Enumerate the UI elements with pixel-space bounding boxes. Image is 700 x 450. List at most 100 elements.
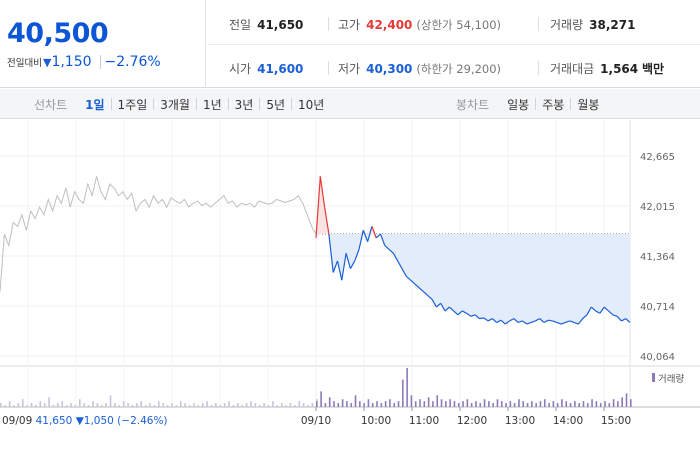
today-series-segment (371, 226, 377, 239)
today-series-segment (573, 321, 579, 325)
volume-bar (96, 403, 99, 407)
volume-bar (241, 405, 243, 407)
volume-bar (184, 403, 186, 407)
volume-bar (263, 403, 265, 407)
volume-bar (114, 403, 116, 407)
stat-label: 시가 (229, 62, 252, 76)
volume-bar (311, 403, 314, 407)
today-series-segment (440, 302, 446, 312)
tab-5y[interactable]: 5년 (266, 97, 286, 112)
today-series-segment (522, 320, 528, 325)
divider (328, 17, 329, 31)
prev-day-label-part: 41,650 (32, 415, 75, 427)
intraday-chart[interactable]: 42,665 42,015 41,364 40,714 40,064 09/10 10:00… (0, 120, 700, 450)
volume-bar (354, 395, 357, 407)
volume-bar (316, 401, 318, 407)
volume-bar (109, 395, 112, 407)
stat-value: 41,600 (257, 62, 304, 76)
y-tick-label: 42,665 (640, 152, 675, 163)
today-series-segment (586, 306, 592, 316)
today-series-segment (552, 320, 558, 324)
today-series-segment (379, 233, 386, 246)
stat-volume: 거래량 38,271 (550, 16, 635, 33)
diff-value: 1,150 (51, 54, 92, 70)
today-series-segment (362, 229, 369, 242)
tab-10y[interactable]: 10년 (298, 97, 325, 112)
tab-3m[interactable]: 3개월 (160, 97, 190, 112)
volume-bar (57, 403, 59, 407)
quote-header: 40,500 전일대비 ▼ 1,150 −2.76% 전일 41,650 고가 42… (0, 0, 700, 88)
tab-3y[interactable]: 3년 (234, 97, 254, 112)
volume-bar (531, 401, 533, 407)
volume-bar (272, 401, 274, 407)
tab-weekly[interactable]: 주봉 (542, 97, 565, 112)
down-arrow-icon: ▼ (42, 55, 52, 69)
volume-bar (427, 397, 430, 407)
volume-bar (341, 399, 344, 407)
divider (99, 55, 101, 69)
volume-bar (79, 399, 81, 407)
today-series-segment (410, 279, 416, 285)
volume-bar (83, 403, 85, 407)
volume-bar (298, 401, 301, 407)
volume-bar (175, 405, 178, 407)
stat-open: 시가 41,600 (229, 60, 303, 77)
volume-bar (526, 403, 529, 407)
volume-bar (92, 401, 94, 407)
today-series-segment (436, 302, 442, 308)
stat-value: 40,300 (366, 62, 413, 76)
today-series-segment (401, 268, 407, 277)
x-tick-label: 09/10 (301, 415, 331, 427)
y-tick-label: 40,064 (640, 352, 675, 363)
volume-bar (280, 403, 283, 407)
tab-1d[interactable]: 1일 (85, 97, 105, 112)
today-series-segment (500, 319, 506, 325)
volume-bar (201, 403, 204, 407)
volume-bar (462, 401, 464, 407)
today-series-segment (324, 207, 330, 235)
volume-bar (367, 399, 370, 407)
today-series-segment (556, 321, 562, 325)
volume-bar (131, 405, 134, 407)
candle-chart-tabs: 봉차트 일봉 주봉 월봉 (456, 89, 605, 119)
price-box: 40,500 전일대비 ▼ 1,150 −2.76% (0, 0, 206, 88)
volume-bar (324, 403, 327, 407)
today-series-segment (418, 287, 424, 293)
today-series-segment (423, 291, 429, 297)
stat-amount: 거래대금 1,564 백만 (550, 60, 664, 77)
volume-bar (604, 401, 606, 407)
stat-label: 전일 (229, 18, 252, 32)
volume-bar (539, 401, 542, 407)
volume-bar (496, 399, 499, 407)
current-price: 40,500 (7, 18, 109, 49)
volume-bar (470, 403, 473, 407)
stat-unit: 백만 (641, 62, 665, 76)
x-tick-label: 12:00 (457, 415, 487, 427)
stat-prev-close: 전일 41,650 (229, 16, 303, 33)
today-series-segment (397, 260, 403, 269)
volume-bar (591, 399, 593, 407)
tab-daily[interactable]: 일봉 (507, 97, 530, 112)
x-tick-label: 10:00 (361, 415, 391, 427)
volume-bar (625, 393, 628, 407)
today-series-segment (328, 233, 334, 273)
volume-bar (153, 405, 156, 407)
volume-bar (328, 397, 331, 407)
volume-bar (569, 403, 572, 407)
today-series-segment (336, 260, 343, 281)
volume-bar (158, 401, 160, 407)
today-series-segment (616, 315, 622, 322)
today-series-segment (474, 314, 480, 320)
tab-1y[interactable]: 1년 (202, 97, 222, 112)
volume-bar (70, 403, 72, 407)
volume-bar (595, 401, 598, 407)
y-tick-label: 41,364 (640, 252, 675, 263)
volume-bar (302, 403, 305, 407)
tab-monthly[interactable]: 월봉 (577, 97, 600, 112)
today-series-segment (504, 320, 510, 325)
today-series-segment (509, 318, 515, 322)
volume-bar (100, 405, 103, 407)
volume-bar (483, 399, 486, 407)
tab-1w[interactable]: 1주일 (117, 97, 148, 112)
volume-bar (289, 403, 292, 407)
